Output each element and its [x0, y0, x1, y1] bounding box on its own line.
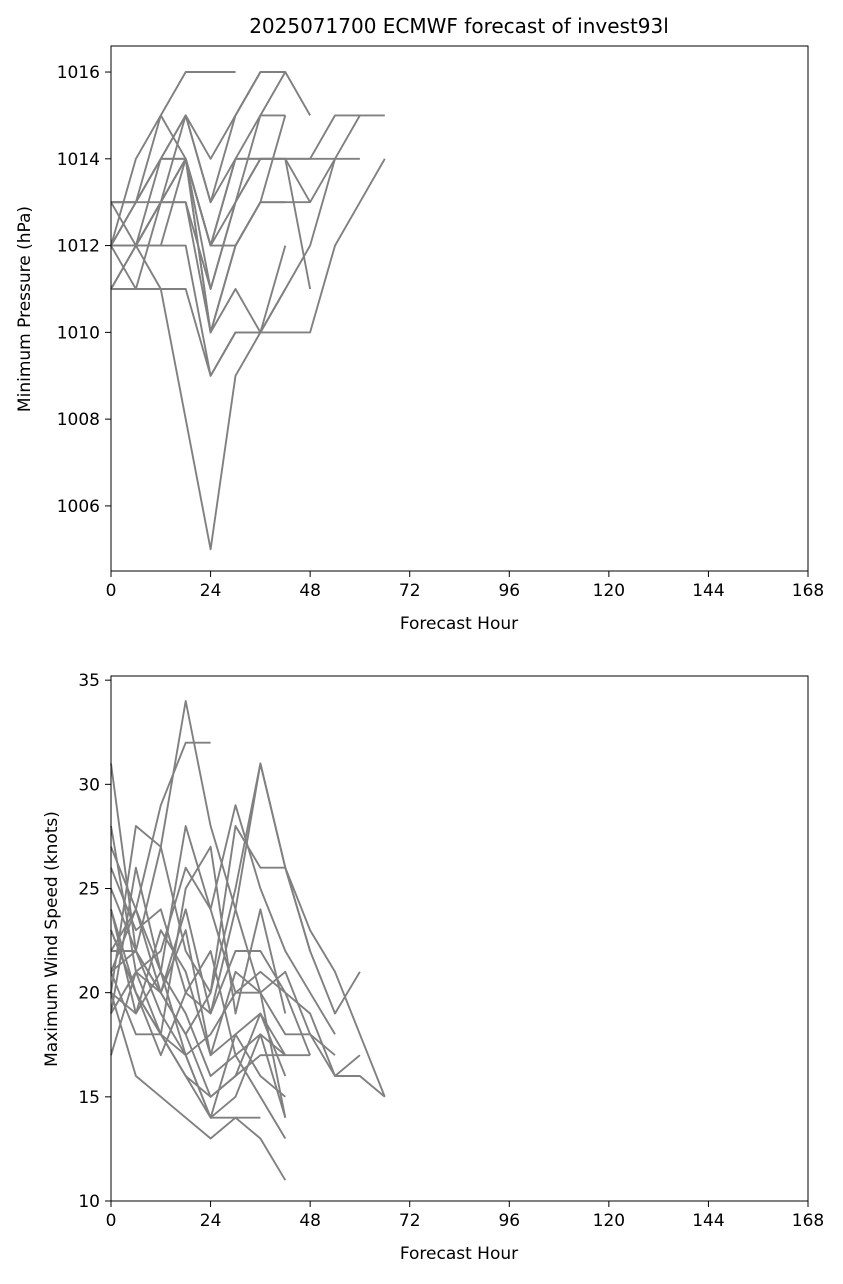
- wind-y-tick-label: 10: [78, 1192, 100, 1212]
- pressure-y-tick-label: 1006: [57, 497, 100, 517]
- pressure-x-tick-label: 168: [792, 581, 824, 601]
- pressure-member-line-14: [111, 244, 287, 551]
- pressure-x-tick-label: 24: [200, 581, 222, 601]
- wind-x-tick-label: 24: [200, 1211, 222, 1231]
- wind-panel: 0 24 48 72 96 120 144 168 10 15 20 25 30 35 Forecast…: [42, 671, 824, 1264]
- wind-y-tick-label: 30: [78, 775, 100, 795]
- pressure-x-tick-label: 96: [498, 581, 520, 601]
- pressure-member-line-0: [110, 71, 236, 246]
- pressure-x-tick-label: 120: [593, 581, 625, 601]
- pressure-member-line-15: [110, 201, 286, 334]
- wind-x-tick-label: 72: [399, 1211, 421, 1231]
- pressure-x-tick-label: 72: [399, 581, 421, 601]
- pressure-member-line-11: [111, 157, 287, 334]
- wind-y-axis-label: Maximum Wind Speed (knots): [42, 811, 62, 1067]
- pressure-y-tick-label: 1014: [57, 150, 100, 170]
- pressure-x-tick-label: 0: [106, 581, 117, 601]
- wind-y-tick-label: 35: [78, 671, 100, 691]
- wind-member-line-17: [110, 971, 287, 1119]
- pressure-member-line-13: [110, 158, 336, 377]
- pressure-y-tick-label: 1010: [57, 323, 100, 343]
- pressure-member-line-5: [111, 114, 286, 290]
- pressure-y-tick-label: 1008: [57, 410, 100, 430]
- wind-y-ticks: 10 15 20 25 30 35: [78, 671, 111, 1212]
- wind-y-tick-label: 25: [78, 880, 100, 900]
- pressure-y-tick-label: 1012: [57, 237, 100, 257]
- pressure-y-tick-label: 1016: [57, 63, 100, 83]
- wind-x-tick-label: 144: [692, 1211, 724, 1231]
- wind-member-line-19: [110, 909, 286, 1057]
- wind-x-tick-label: 168: [792, 1211, 824, 1231]
- wind-x-axis-label: Forecast Hour: [400, 1244, 518, 1264]
- chart-title: 2025071700 ECMWF forecast of invest93l: [249, 14, 669, 38]
- wind-x-tick-label: 0: [106, 1211, 117, 1231]
- wind-series-layer: [110, 700, 386, 1181]
- pressure-x-tick-label: 48: [299, 581, 321, 601]
- pressure-y-axis-label: Minimum Pressure (hPa): [15, 206, 35, 412]
- wind-member-line-5: [110, 804, 336, 1035]
- wind-x-tick-label: 48: [299, 1211, 321, 1231]
- wind-member-line-11: [110, 992, 287, 1181]
- wind-x-ticks: 0 24 48 72 96 120 144 168: [106, 1201, 824, 1231]
- wind-y-tick-label: 15: [78, 1088, 100, 1108]
- pressure-x-ticks: 0 24 48 72 96 120 144 168: [106, 571, 824, 601]
- wind-plot-frame: [110, 675, 809, 1202]
- wind-y-tick-label: 20: [78, 984, 100, 1004]
- pressure-x-tick-label: 144: [692, 581, 724, 601]
- pressure-panel: 2025071700 ECMWF forecast of invest93l 0…: [15, 14, 824, 634]
- pressure-y-ticks: 1006 1008 1010 1012 1014 1016: [57, 63, 111, 517]
- wind-x-tick-label: 96: [498, 1211, 520, 1231]
- wind-member-line-14: [111, 950, 361, 1077]
- wind-member-line-1: [110, 700, 287, 1118]
- wind-member-line-3: [110, 762, 361, 1015]
- wind-x-tick-label: 120: [593, 1211, 625, 1231]
- wind-member-line-18: [110, 929, 286, 1098]
- pressure-x-axis-label: Forecast Hour: [400, 614, 518, 634]
- pressure-series-layer: [110, 71, 386, 551]
- pressure-plot-frame: [110, 45, 809, 572]
